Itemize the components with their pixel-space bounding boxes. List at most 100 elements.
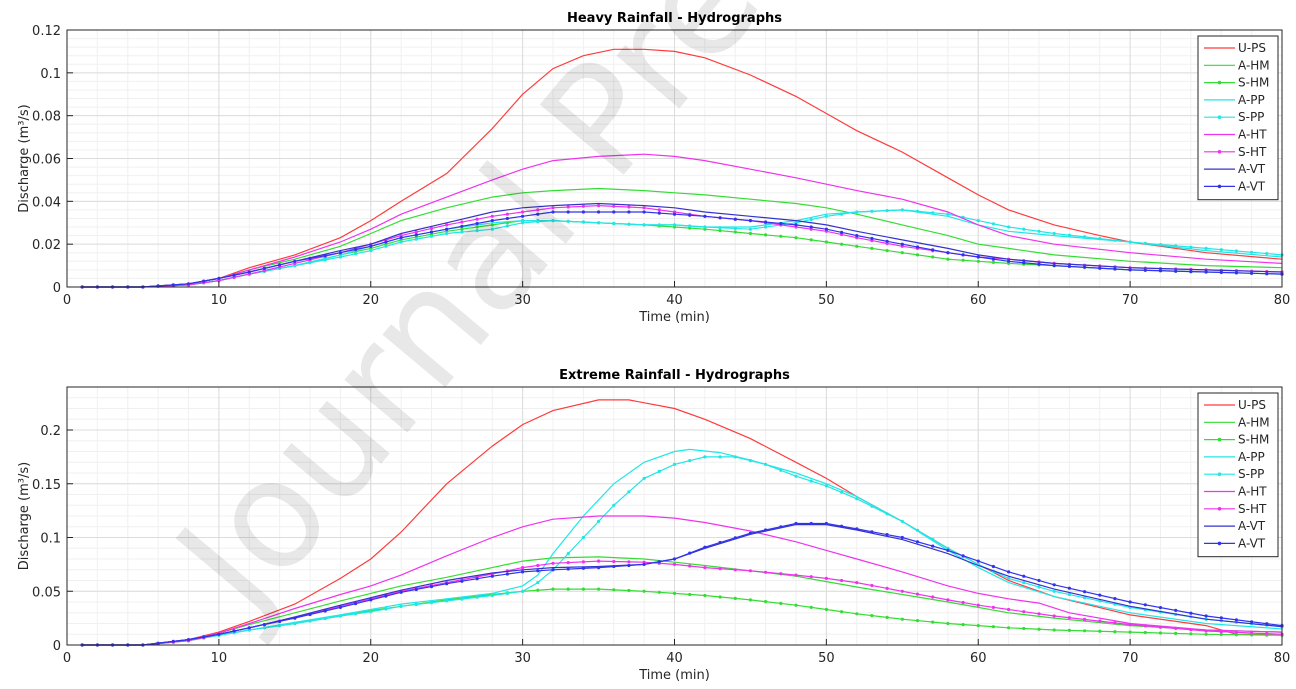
series-marker xyxy=(323,254,327,258)
series-marker xyxy=(354,612,358,616)
series-a-ht-6 xyxy=(82,515,1283,646)
series-marker xyxy=(642,560,646,564)
series-marker xyxy=(1204,246,1208,250)
series-marker xyxy=(991,564,996,569)
series-marker xyxy=(369,598,373,602)
legend-box xyxy=(1197,392,1279,558)
series-marker xyxy=(703,214,707,218)
series-u-ps-1 xyxy=(82,48,1283,288)
series-marker xyxy=(475,595,479,599)
series-marker xyxy=(1022,261,1026,265)
series-marker xyxy=(1052,589,1056,593)
series-marker xyxy=(369,244,373,248)
series-marker xyxy=(779,234,783,238)
series-marker xyxy=(1007,576,1011,581)
series-marker xyxy=(1067,264,1071,268)
series-marker xyxy=(581,220,586,224)
series-marker xyxy=(1052,264,1056,268)
x-tick-label: 70 xyxy=(1122,651,1139,666)
series-marker xyxy=(915,619,920,623)
series-marker xyxy=(855,234,859,238)
series-marker xyxy=(414,237,418,241)
series-marker xyxy=(323,258,327,262)
series-marker xyxy=(354,247,358,252)
series-marker xyxy=(885,249,889,253)
series-marker xyxy=(293,621,297,626)
series-marker xyxy=(915,540,920,544)
series-marker xyxy=(1204,270,1208,274)
series-line xyxy=(82,448,1283,646)
x-axis-label: Time (min) xyxy=(638,310,710,325)
x-axis-label: Time (min) xyxy=(638,668,710,683)
chart-1: 0 10 20 30 40 50 60 70 80 0 0.02 0.04 0.06 0.08 0.1 0.1… xyxy=(17,11,1290,325)
series-marker xyxy=(1174,244,1178,248)
series-marker xyxy=(1265,272,1269,276)
x-tick-label: 40 xyxy=(666,293,683,308)
legend-entry: S-PP xyxy=(1238,110,1264,124)
series-marker xyxy=(399,240,403,244)
series-marker xyxy=(1250,631,1254,635)
series-marker xyxy=(627,205,631,209)
series-marker xyxy=(1007,570,1011,574)
series-marker xyxy=(809,238,813,242)
series-marker xyxy=(156,641,160,645)
series-marker xyxy=(171,639,175,644)
series-marker xyxy=(1174,608,1178,613)
series-marker xyxy=(1234,618,1238,622)
series-marker xyxy=(870,209,874,213)
series-marker xyxy=(551,561,555,565)
series-marker xyxy=(429,226,434,231)
series-marker xyxy=(1143,241,1147,245)
y-tick-label: 0.12 xyxy=(32,24,61,39)
series-marker xyxy=(824,214,829,218)
series-marker xyxy=(1128,240,1132,244)
series-marker xyxy=(1113,238,1117,242)
series-marker xyxy=(703,566,707,570)
series-marker xyxy=(794,474,798,478)
series-marker xyxy=(748,227,753,231)
series-marker xyxy=(414,230,418,234)
series-marker xyxy=(840,230,844,234)
series-marker xyxy=(536,581,540,585)
series-marker xyxy=(521,221,525,225)
series-marker xyxy=(915,253,920,257)
series-marker xyxy=(900,617,904,621)
series-marker xyxy=(1098,266,1102,270)
x-tick-label: 50 xyxy=(818,293,835,308)
series-marker xyxy=(672,462,677,466)
series-marker xyxy=(840,578,844,583)
series-marker xyxy=(262,269,266,273)
series-marker xyxy=(384,594,388,598)
series-marker xyxy=(931,595,935,599)
series-marker xyxy=(764,570,768,574)
series-marker xyxy=(688,564,692,568)
series-marker xyxy=(1007,626,1011,630)
legend-entry: S-PP xyxy=(1238,467,1264,481)
x-tick-label: 20 xyxy=(362,293,379,308)
series-marker xyxy=(536,569,540,573)
series-marker xyxy=(1204,629,1208,633)
x-tick-label: 80 xyxy=(1274,651,1291,666)
series-marker xyxy=(521,210,525,214)
series-marker xyxy=(1143,268,1147,272)
series-marker xyxy=(1234,630,1238,634)
series-marker xyxy=(627,210,631,214)
series-marker xyxy=(429,585,434,589)
series-marker xyxy=(566,552,570,556)
x-tick-label: 40 xyxy=(666,651,683,666)
series-marker xyxy=(718,216,722,220)
series-marker xyxy=(414,602,418,607)
series-marker xyxy=(1204,632,1208,636)
series-marker xyxy=(733,536,737,540)
x-tick-label: 20 xyxy=(362,651,379,666)
series-line xyxy=(82,48,1283,288)
legend-box xyxy=(1197,35,1279,201)
series-marker xyxy=(748,569,753,573)
series-marker xyxy=(840,242,844,246)
x-tick-label: 60 xyxy=(970,651,987,666)
x-tick-label: 10 xyxy=(211,293,228,308)
series-marker xyxy=(581,566,586,570)
series-marker xyxy=(748,219,753,223)
series-marker xyxy=(445,599,449,603)
series-marker xyxy=(642,589,646,593)
